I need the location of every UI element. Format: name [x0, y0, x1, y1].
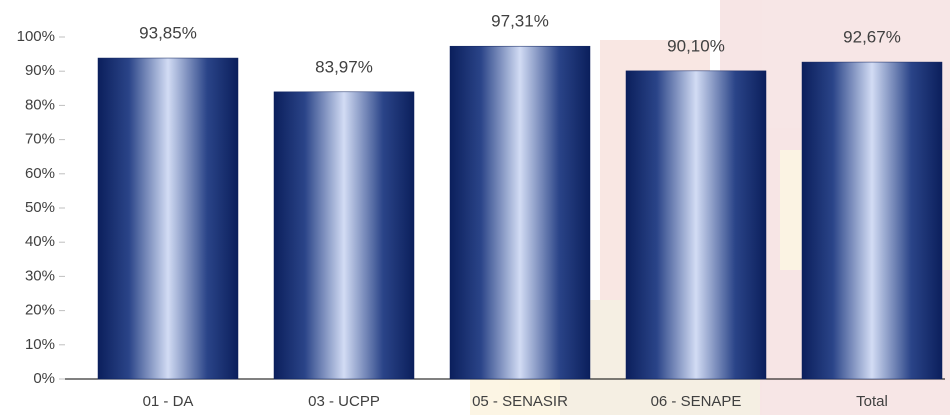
value-label: 93,85% — [139, 24, 197, 43]
y-tick-label: 100% — [17, 28, 55, 45]
bar — [449, 45, 591, 380]
x-tick-label: 06 - SENAPE — [651, 393, 742, 410]
bar — [97, 57, 239, 380]
x-tick-label: 05 - SENASIR — [472, 393, 568, 410]
x-tick-label: Total — [856, 393, 888, 410]
value-label: 90,10% — [667, 36, 725, 55]
value-label: 92,67% — [843, 28, 901, 47]
y-tick-label: 60% — [25, 165, 55, 182]
y-tick-label: 30% — [25, 267, 55, 284]
y-tick-label: 40% — [25, 233, 55, 250]
y-tick-label: 0% — [33, 370, 55, 387]
value-label: 97,31% — [491, 12, 549, 31]
bar — [801, 61, 943, 380]
y-tick-label: 80% — [25, 96, 55, 113]
x-tick-label: 03 - UCPP — [308, 393, 380, 410]
x-tick-label: 01 - DA — [143, 393, 194, 410]
y-tick-label: 20% — [25, 302, 55, 319]
y-tick-label: 10% — [25, 336, 55, 353]
bar — [273, 91, 415, 380]
y-tick-label: 70% — [25, 131, 55, 148]
y-tick-label: 90% — [25, 62, 55, 79]
y-tick-label: 50% — [25, 199, 55, 216]
value-label: 83,97% — [315, 57, 373, 76]
bar — [625, 70, 767, 380]
